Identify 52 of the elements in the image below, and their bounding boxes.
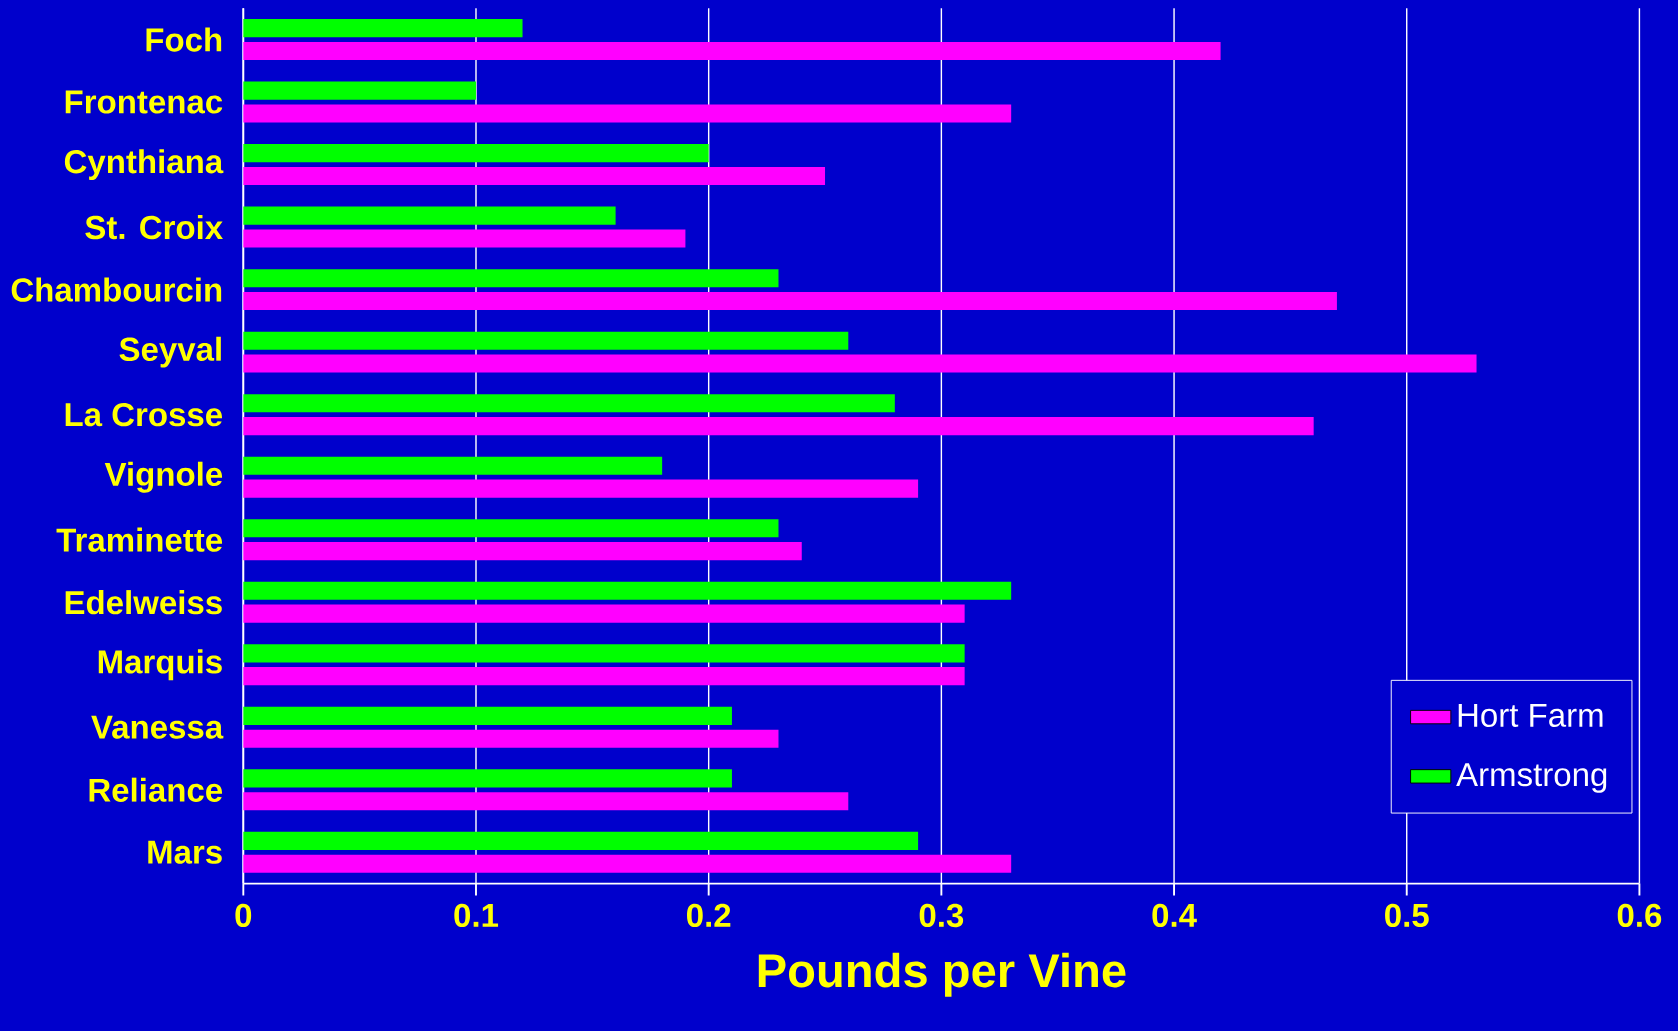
legend-label: Armstrong (1456, 763, 1607, 793)
bar (243, 519, 779, 538)
bar (243, 81, 476, 100)
y-tick-label: La Crosse (65, 402, 223, 427)
y-tick-label: Mars (148, 840, 222, 864)
bar (243, 456, 663, 475)
x-tick-label: 0.2 (687, 903, 731, 928)
y-tick-label: Marquis (98, 649, 222, 681)
x-tick-label: 0.6 (1617, 903, 1662, 928)
bar (243, 854, 1012, 873)
bar (243, 581, 1012, 600)
y-tick-label: Edelweiss (65, 590, 222, 615)
bar (243, 354, 1477, 373)
bar (243, 291, 1337, 311)
bar (243, 144, 709, 163)
bar (243, 729, 779, 748)
x-tick-label: 0.4 (1152, 903, 1197, 928)
bar (243, 19, 523, 38)
legend-label: Hort Farm (1458, 703, 1603, 727)
bar (243, 206, 616, 225)
x-tick-label: 0.1 (454, 903, 499, 928)
bar (243, 604, 965, 623)
bar (243, 269, 779, 288)
x-axis-title: Pounds per Vine (758, 952, 1126, 997)
bar (243, 229, 686, 248)
bar (243, 41, 1221, 60)
y-tick-label: St. Croix (85, 214, 223, 240)
bar (243, 542, 802, 561)
y-tick-label: Chambourcin (11, 277, 222, 302)
x-tick-label: 0.5 (1385, 903, 1429, 928)
bar (243, 331, 849, 350)
y-tick-label: Vanessa (91, 715, 224, 739)
y-tick-label: Foch (146, 27, 222, 52)
bar (243, 831, 919, 850)
bar (243, 166, 826, 186)
y-tick-label: Vignole (104, 461, 223, 493)
bar (243, 644, 965, 663)
bar (243, 667, 965, 686)
x-tick-label: 0 (235, 903, 252, 928)
bar (243, 417, 1314, 436)
y-tick-label: Reliance (89, 777, 223, 802)
bar (243, 769, 732, 788)
bar (243, 394, 895, 413)
bar (243, 792, 849, 811)
bar (243, 104, 1012, 123)
y-tick-label: Seyval (119, 336, 221, 368)
bar (243, 706, 732, 725)
y-tick-label: Traminette (56, 527, 223, 552)
x-tick-label: 0.3 (919, 903, 964, 928)
bar (243, 479, 919, 498)
y-tick-label: Cynthiana (64, 149, 224, 180)
y-tick-label: Frontenac (65, 90, 223, 114)
